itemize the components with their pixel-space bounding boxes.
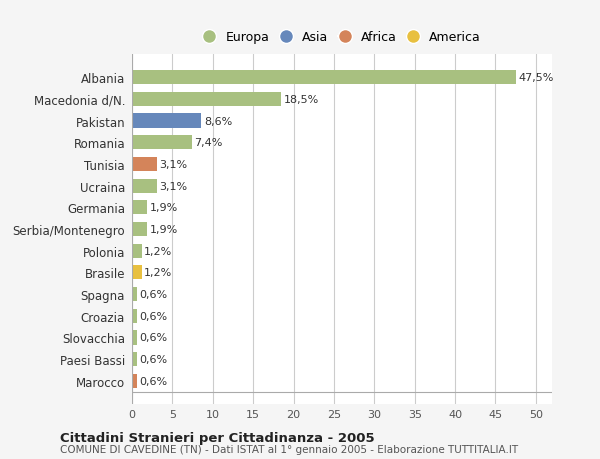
Bar xyxy=(132,266,142,280)
Bar xyxy=(132,353,137,366)
Text: COMUNE DI CAVEDINE (TN) - Dati ISTAT al 1° gennaio 2005 - Elaborazione TUTTITALI: COMUNE DI CAVEDINE (TN) - Dati ISTAT al … xyxy=(60,444,518,454)
Bar xyxy=(132,93,281,106)
Text: 47,5%: 47,5% xyxy=(518,73,553,83)
Bar xyxy=(132,179,157,193)
Text: 1,2%: 1,2% xyxy=(144,268,172,278)
Text: 0,6%: 0,6% xyxy=(139,311,167,321)
Bar xyxy=(132,374,137,388)
Text: 7,4%: 7,4% xyxy=(194,138,223,148)
Bar xyxy=(132,114,202,129)
Bar xyxy=(132,136,192,150)
Bar xyxy=(132,309,137,323)
Text: 8,6%: 8,6% xyxy=(204,116,232,126)
Text: 0,6%: 0,6% xyxy=(139,376,167,386)
Text: 0,6%: 0,6% xyxy=(139,354,167,364)
Text: 0,6%: 0,6% xyxy=(139,290,167,299)
Bar xyxy=(132,71,515,85)
Text: Cittadini Stranieri per Cittadinanza - 2005: Cittadini Stranieri per Cittadinanza - 2… xyxy=(60,431,374,444)
Text: 18,5%: 18,5% xyxy=(284,95,319,105)
Bar xyxy=(132,223,148,236)
Text: 1,2%: 1,2% xyxy=(144,246,172,256)
Text: 1,9%: 1,9% xyxy=(150,203,178,213)
Bar xyxy=(132,244,142,258)
Text: 1,9%: 1,9% xyxy=(150,224,178,235)
Text: 0,6%: 0,6% xyxy=(139,333,167,343)
Text: 3,1%: 3,1% xyxy=(160,160,188,169)
Legend: Europa, Asia, Africa, America: Europa, Asia, Africa, America xyxy=(198,27,486,50)
Bar xyxy=(132,157,157,172)
Bar xyxy=(132,287,137,302)
Text: 3,1%: 3,1% xyxy=(160,181,188,191)
Bar xyxy=(132,201,148,215)
Bar xyxy=(132,330,137,345)
